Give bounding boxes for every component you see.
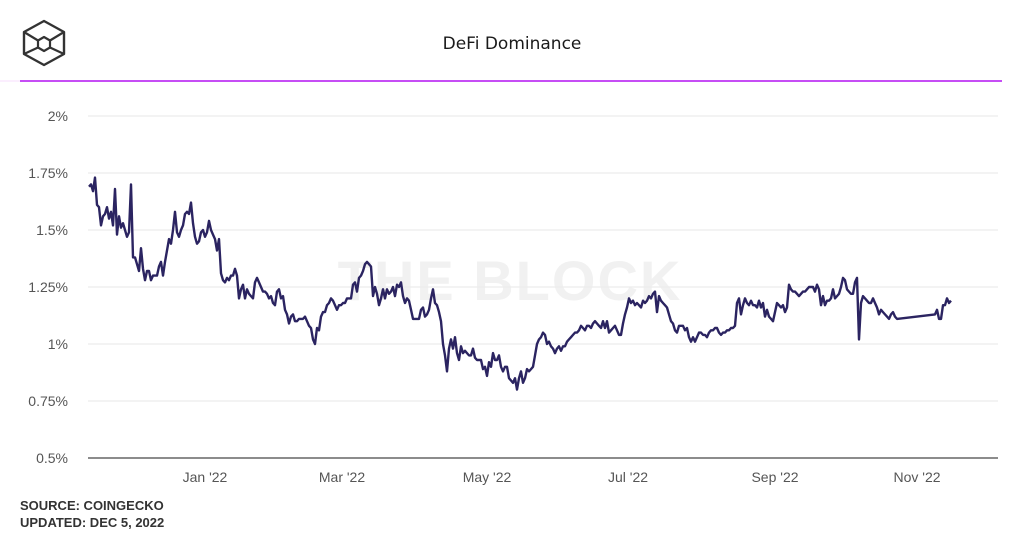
y-tick-label: 2% <box>48 108 68 124</box>
chart-title: DeFi Dominance <box>442 34 582 54</box>
x-tick-label: Sep '22 <box>751 469 798 485</box>
x-tick-label: Jan '22 <box>183 469 228 485</box>
y-tick-label: 0.5% <box>36 450 68 466</box>
updated-note: UPDATED: DEC 5, 2022 <box>20 515 165 530</box>
y-tick-label: 1.75% <box>28 165 68 181</box>
x-tick-label: Jul '22 <box>608 469 648 485</box>
cube-icon <box>22 19 66 67</box>
y-tick-label: 1.5% <box>36 222 68 238</box>
y-axis: 2% 1.75% 1.5% 1.25% 1% 0.75% 0.5% <box>28 108 68 466</box>
data-line-defi-dominance[interactable] <box>88 176 952 391</box>
x-tick-label: Mar '22 <box>319 469 365 485</box>
y-tick-label: 1% <box>48 336 68 352</box>
y-tick-label: 0.75% <box>28 393 68 409</box>
x-tick-label: Nov '22 <box>893 469 940 485</box>
watermark: THE BLOCK <box>338 249 683 312</box>
y-tick-label: 1.25% <box>28 279 68 295</box>
x-tick-label: May '22 <box>463 469 512 485</box>
gridlines <box>88 115 998 402</box>
source-note: SOURCE: COINGECKO <box>20 498 164 513</box>
x-axis: Jan '22 Mar '22 May '22 Jul '22 Sep '22 Nov '… <box>183 469 941 485</box>
footer: SOURCE: COINGECKO UPDATED: DEC 5, 2022 <box>20 497 164 531</box>
header-divider <box>20 80 1002 82</box>
header-divider-fade <box>0 80 20 82</box>
